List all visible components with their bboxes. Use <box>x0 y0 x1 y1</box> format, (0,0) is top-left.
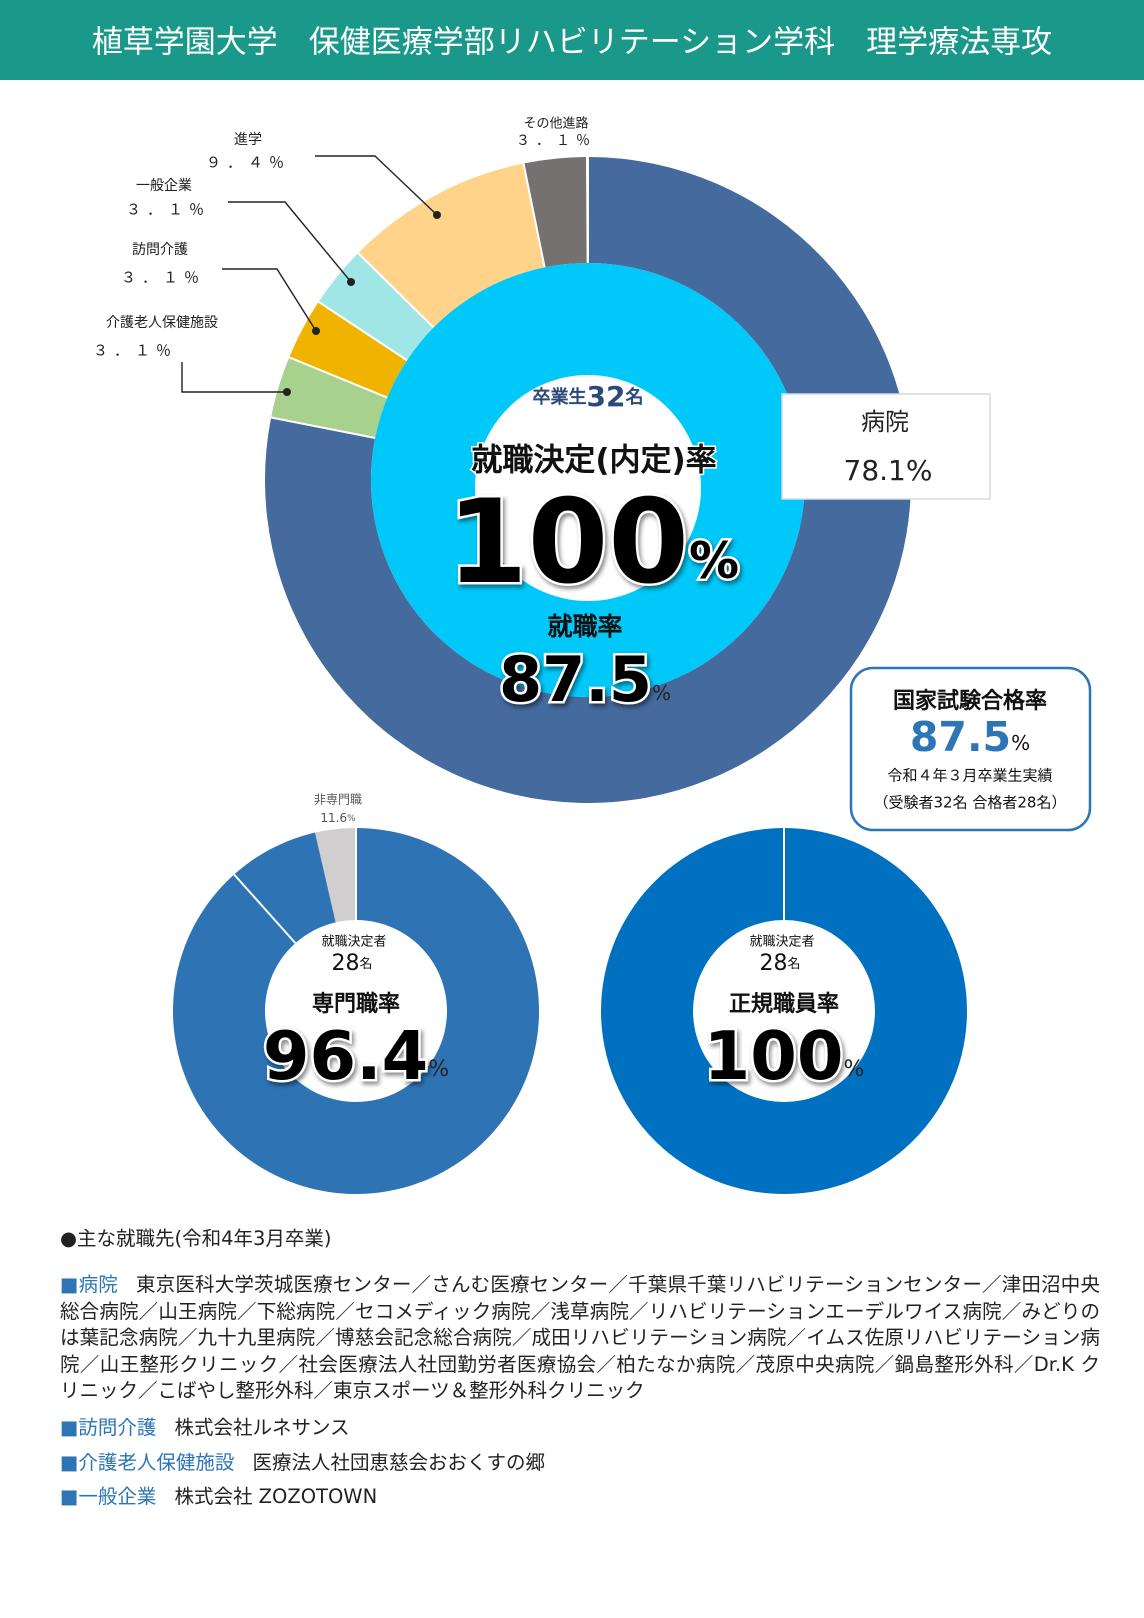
leader-line <box>228 201 352 283</box>
category-label: その他進路 <box>523 116 588 132</box>
donut-slice <box>601 828 967 1194</box>
slice-border <box>318 300 408 362</box>
regular-staff-donut <box>601 828 967 1194</box>
value-label: ３．１％ <box>121 269 205 287</box>
donut-slice <box>173 828 539 1194</box>
rate: 100% <box>704 1017 865 1095</box>
category-label: 非専門職 <box>314 793 362 807</box>
value-unit: % <box>347 814 356 824</box>
count: 28名 <box>331 951 372 976</box>
category-label: 介護老人保健施設 <box>106 315 218 331</box>
employer-category: ■一般企業 <box>60 1485 157 1508</box>
value-number: 11.6 <box>320 811 347 825</box>
category-label: 訪問介護 <box>132 242 188 258</box>
employment-rate: 87.5% <box>499 643 671 716</box>
offer-rate-unit: % <box>689 532 739 590</box>
employer-category: ■訪問介護 <box>60 1416 157 1439</box>
graduates: 卒業生32名 <box>533 380 644 413</box>
offer-rate-label: 就職決定(内定)率 <box>471 443 716 479</box>
employment-rate-value: 87.5 <box>499 643 652 716</box>
donut-slice <box>264 157 911 803</box>
offer-rate: 100% <box>447 475 739 610</box>
value-label: ３．１％ <box>516 133 596 149</box>
value-label: 78.1% <box>844 454 933 487</box>
employer-category: ■病院 <box>60 1273 118 1296</box>
slice-border <box>522 163 546 268</box>
leader-dot <box>312 327 320 335</box>
leader-line <box>181 362 287 393</box>
donut-slice <box>289 301 408 398</box>
leader-dot <box>347 278 355 286</box>
leader-line <box>222 268 317 332</box>
employer-item: ■一般企業 株式会社 ZOZOTOWN <box>60 1484 1100 1511</box>
rate-value: 100 <box>704 1017 844 1095</box>
slice-border <box>270 416 376 439</box>
inner-white-disc <box>475 375 701 601</box>
exam-note: 令和４年３月卒業生実績 <box>887 767 1052 785</box>
employer-text: 株式会社ルネサンス <box>174 1416 350 1439</box>
rate: 96.4% <box>263 1017 449 1095</box>
offer-rate-value: 100 <box>447 475 689 610</box>
value-label: 11.6% <box>320 811 356 825</box>
rate-label: 専門職率 <box>312 992 400 1017</box>
exam-detail: （受験者32名 合格者28名） <box>874 794 1067 812</box>
slice-border <box>357 252 435 329</box>
leader-line <box>315 155 438 216</box>
rate-unit: % <box>843 1057 864 1082</box>
count-unit: 名 <box>359 956 372 972</box>
leader-dots <box>283 211 441 396</box>
header-title: 植草学園大学 保健医療学部リハビリテーション学科 理学療法専攻 <box>92 25 1052 61</box>
count-label: 就職決定者 <box>749 935 814 950</box>
leader-lines <box>181 155 438 393</box>
leader-dot <box>283 388 291 396</box>
main-donut <box>264 157 911 803</box>
header-band <box>0 0 1144 80</box>
exam-rate-value: 87.5 <box>910 713 1011 761</box>
value-label: ３．１％ <box>126 201 210 219</box>
rate-label: 正規職員率 <box>729 992 839 1017</box>
employer-item: ■訪問介護 株式会社ルネサンス <box>60 1415 1100 1442</box>
exam-rate-unit: % <box>1011 731 1030 755</box>
employment-rate-label: 就職率 <box>547 612 622 641</box>
specialist-donut <box>173 828 539 1194</box>
employers-heading: ●主な就職先(令和4年3月卒業) <box>60 1227 332 1250</box>
employer-text: 東京医科大学茨城医療センター／さんむ医療センター／千葉県千葉リハビリテーションセ… <box>60 1273 1100 1402</box>
slice-border <box>233 873 297 944</box>
rate-value: 96.4 <box>263 1017 428 1095</box>
employer-text: 株式会社 ZOZOTOWN <box>174 1485 378 1508</box>
graduates-unit: 名 <box>624 386 643 408</box>
count: 28名 <box>759 951 800 976</box>
employer-category: ■介護老人保健施設 <box>60 1451 235 1474</box>
hospital-label-box <box>781 393 991 500</box>
employer-text: 医療法人社団恵慈会おおくすの郷 <box>252 1451 545 1474</box>
donut-slice <box>318 253 434 361</box>
count-unit: 名 <box>787 956 800 972</box>
category-label: 病院 <box>861 408 909 436</box>
employer-item: ■介護老人保健施設 医療法人社団恵慈会おおくすの郷 <box>60 1450 1100 1477</box>
value-label: ３．１％ <box>93 342 177 360</box>
exam-title: 国家試験合格率 <box>893 688 1047 714</box>
graduates-value: 32 <box>587 380 626 413</box>
exam-box <box>849 666 1092 832</box>
count-value: 28 <box>759 951 787 976</box>
count-value: 28 <box>331 951 359 976</box>
employer-item: ■病院 東京医科大学茨城医療センター／さんむ医療センター／千葉県千葉リハビリテーシ… <box>60 1272 1100 1405</box>
rate-unit: % <box>428 1057 449 1082</box>
value-label: ９．４％ <box>206 154 290 172</box>
graduates-label: 卒業生 <box>533 386 587 408</box>
leader-dot <box>433 211 441 219</box>
category-label: 進学 <box>234 132 262 148</box>
slice-border <box>288 356 388 399</box>
category-label: 一般企業 <box>136 178 192 194</box>
exam-rate: 87.5% <box>910 713 1030 761</box>
donut-slice <box>271 357 388 438</box>
employment-rate-unit: % <box>652 681 671 705</box>
count-label: 就職決定者 <box>321 935 386 950</box>
donut-slice <box>358 163 545 328</box>
